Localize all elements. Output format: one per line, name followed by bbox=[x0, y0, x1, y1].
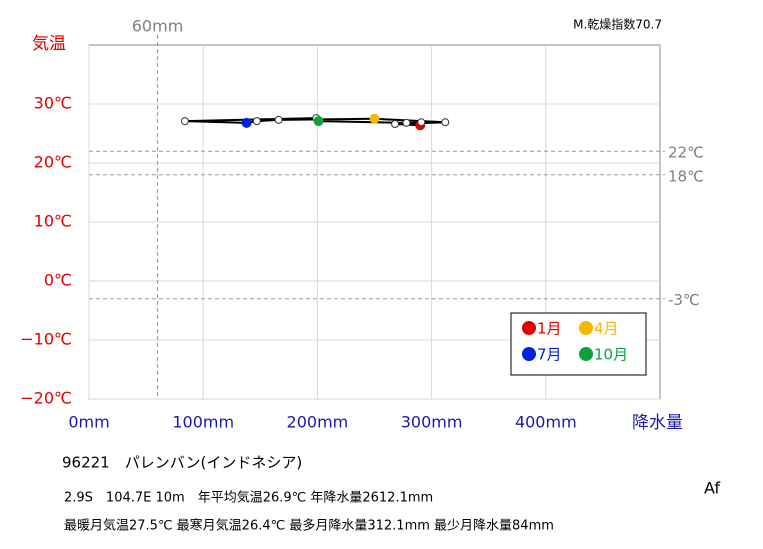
month-point bbox=[417, 118, 426, 127]
month-point bbox=[274, 115, 283, 124]
legend-marker bbox=[579, 321, 593, 335]
x-tick-label: 200mm bbox=[287, 413, 349, 432]
y-tick-label: 10℃ bbox=[34, 212, 72, 231]
station-name: 96221 パレンバン(インドネシア) bbox=[62, 454, 302, 472]
climate-class: Af bbox=[704, 479, 720, 498]
y-tick-label: 30℃ bbox=[34, 94, 72, 113]
x-tick-label: 300mm bbox=[401, 413, 463, 432]
y-tick-label: −20℃ bbox=[20, 389, 72, 408]
legend-marker bbox=[522, 347, 536, 361]
month-point bbox=[252, 117, 261, 126]
y-axis-label: 気温 bbox=[32, 34, 66, 54]
month-point bbox=[441, 118, 450, 127]
y-tick-label: −10℃ bbox=[20, 330, 72, 349]
station-info: 最暖月気温27.5℃ 最寒月気温26.4℃ 最多月降水量312.1mm 最少月降… bbox=[64, 518, 554, 534]
legend-label: 1月 bbox=[537, 320, 562, 338]
legend-label: 4月 bbox=[594, 320, 619, 338]
month-point bbox=[391, 120, 400, 129]
legend-marker bbox=[522, 321, 536, 335]
reference-label: -3℃ bbox=[668, 291, 700, 309]
x-tick-label: 400mm bbox=[515, 413, 577, 432]
x-axis-label: 降水量 bbox=[632, 413, 683, 433]
month-point-highlight bbox=[313, 116, 324, 127]
legend-label: 10月 bbox=[594, 346, 628, 364]
reference-label: 22℃ bbox=[668, 144, 704, 162]
station-info: 2.9S 104.7E 10m 年平均気温26.9℃ 年降水量2612.1mm bbox=[64, 490, 433, 506]
reference-label: 60mm bbox=[132, 17, 184, 36]
month-point-highlight bbox=[241, 117, 252, 128]
month-point-highlight bbox=[369, 113, 380, 124]
index-label: M.乾燥指数70.7 bbox=[573, 17, 662, 32]
legend-label: 7月 bbox=[537, 346, 562, 364]
y-tick-label: 20℃ bbox=[34, 153, 72, 172]
month-point bbox=[180, 117, 189, 126]
legend: 1月 4月 7月 10月 bbox=[510, 312, 647, 376]
x-tick-label: 0mm bbox=[68, 413, 109, 432]
y-tick-label: 0℃ bbox=[44, 271, 72, 290]
reference-label: 18℃ bbox=[668, 167, 704, 185]
month-point bbox=[402, 118, 411, 127]
x-tick-label: 100mm bbox=[172, 413, 234, 432]
legend-marker bbox=[579, 347, 593, 361]
